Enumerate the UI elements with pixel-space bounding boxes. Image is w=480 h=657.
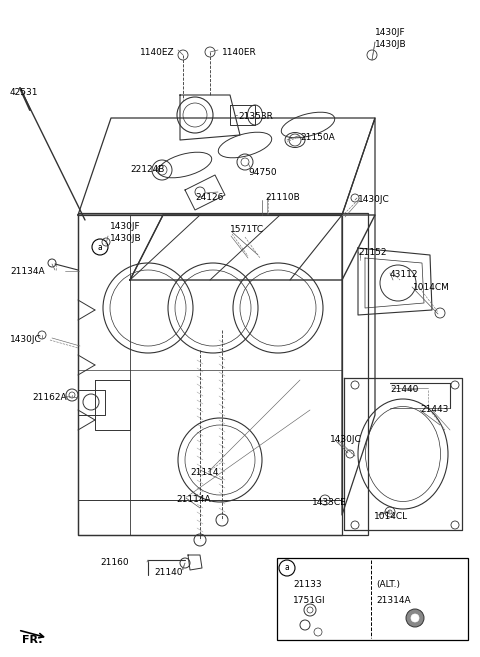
Text: 21114: 21114: [190, 468, 218, 477]
Text: 43112: 43112: [390, 270, 419, 279]
Text: 21150A: 21150A: [300, 133, 335, 142]
Text: 1014CM: 1014CM: [413, 283, 450, 292]
Bar: [277, 558, 468, 640]
Text: 21152: 21152: [358, 248, 386, 257]
Text: 1430JF: 1430JF: [110, 222, 141, 231]
Text: (ALT.): (ALT.): [376, 580, 400, 589]
Text: 1571TC: 1571TC: [230, 225, 264, 234]
Text: 21160: 21160: [100, 558, 129, 567]
Text: 21440: 21440: [390, 385, 419, 394]
Bar: [78, 213, 368, 535]
Text: 1430JC: 1430JC: [358, 195, 390, 204]
Text: 1430JB: 1430JB: [375, 40, 407, 49]
Text: 21314A: 21314A: [376, 596, 410, 605]
Circle shape: [411, 614, 419, 622]
Text: 21353R: 21353R: [238, 112, 273, 121]
Text: 1140EZ: 1140EZ: [140, 48, 175, 57]
Text: a: a: [285, 564, 289, 572]
Text: 21140: 21140: [154, 568, 182, 577]
Text: 1433CE: 1433CE: [312, 498, 347, 507]
Text: 1014CL: 1014CL: [374, 512, 408, 521]
Text: 21133: 21133: [293, 580, 322, 589]
Text: 1430JC: 1430JC: [10, 335, 42, 344]
Text: 21443: 21443: [420, 405, 448, 414]
Circle shape: [406, 609, 424, 627]
Text: 21162A: 21162A: [32, 393, 67, 402]
Text: a: a: [97, 242, 102, 252]
Text: 1430JF: 1430JF: [375, 28, 406, 37]
Text: 1140ER: 1140ER: [222, 48, 257, 57]
Text: 24126: 24126: [195, 193, 223, 202]
Text: FR.: FR.: [22, 635, 43, 645]
Text: 42531: 42531: [10, 88, 38, 97]
Text: 21114A: 21114A: [176, 495, 211, 504]
Text: 1430JC: 1430JC: [330, 435, 362, 444]
Text: 21134A: 21134A: [10, 267, 45, 276]
Text: 1751GI: 1751GI: [293, 596, 325, 605]
Text: 22124B: 22124B: [130, 165, 164, 174]
Text: 94750: 94750: [248, 168, 276, 177]
Text: 1430JB: 1430JB: [110, 234, 142, 243]
Text: 21110B: 21110B: [265, 193, 300, 202]
